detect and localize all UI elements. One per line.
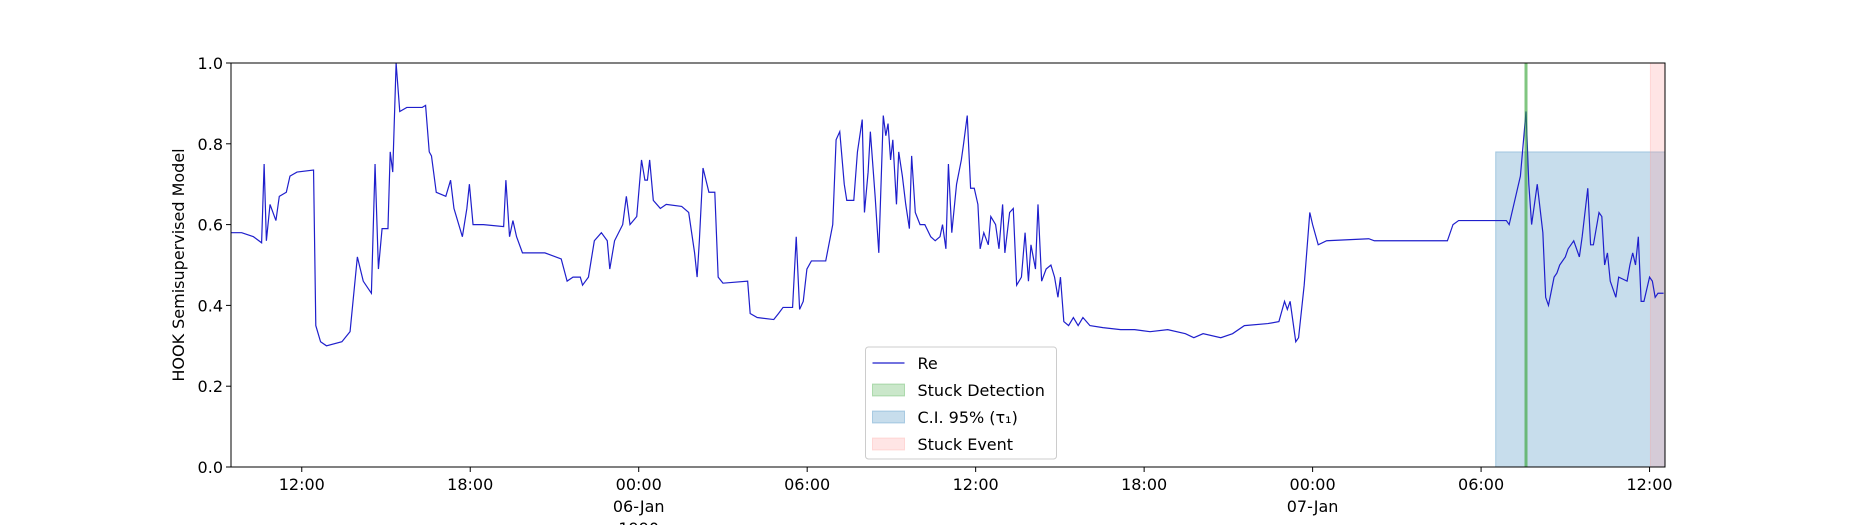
plot-frame [230, 62, 1666, 468]
x-tick-label: 12:00 [953, 475, 999, 494]
legend-label: Re [918, 354, 938, 373]
x-tick-label: 00:00 07-Jan [1287, 475, 1339, 516]
y-tick-label: 0.8 [198, 135, 223, 154]
legend-label: Stuck Detection [918, 381, 1045, 400]
data-line [231, 62, 1664, 347]
legend-swatch [872, 437, 905, 451]
x-tick-label: 18:00 [1121, 475, 1167, 494]
x-tick-label: 18:00 [447, 475, 493, 494]
legend: Re Stuck Detection C.I. 95% (τ₁) Stuck Even… [865, 346, 1057, 460]
y-tick-label: 0.6 [198, 216, 223, 235]
shaded-region [1495, 151, 1666, 468]
y-tick-label: 0.4 [198, 296, 223, 315]
legend-swatch [872, 410, 905, 424]
y-tick-label: 0.2 [198, 377, 223, 396]
y-tick-label: 0.0 [198, 458, 223, 477]
x-tick-label: 06:00 [1458, 475, 1504, 494]
legend-box [865, 346, 1057, 460]
legend-swatch [872, 383, 905, 397]
x-tick-label: 06:00 [784, 475, 830, 494]
legend-label: C.I. 95% (τ₁) [918, 408, 1018, 427]
shaded-region [1649, 62, 1666, 468]
legend-label: Stuck Event [918, 435, 1014, 454]
x-tick-label: 12:00 [1627, 475, 1673, 494]
x-tick-label: 12:00 [279, 475, 325, 494]
y-axis-label: HOOK Semisupervised Model [169, 148, 188, 381]
y-tick-label: 1.0 [198, 54, 223, 73]
